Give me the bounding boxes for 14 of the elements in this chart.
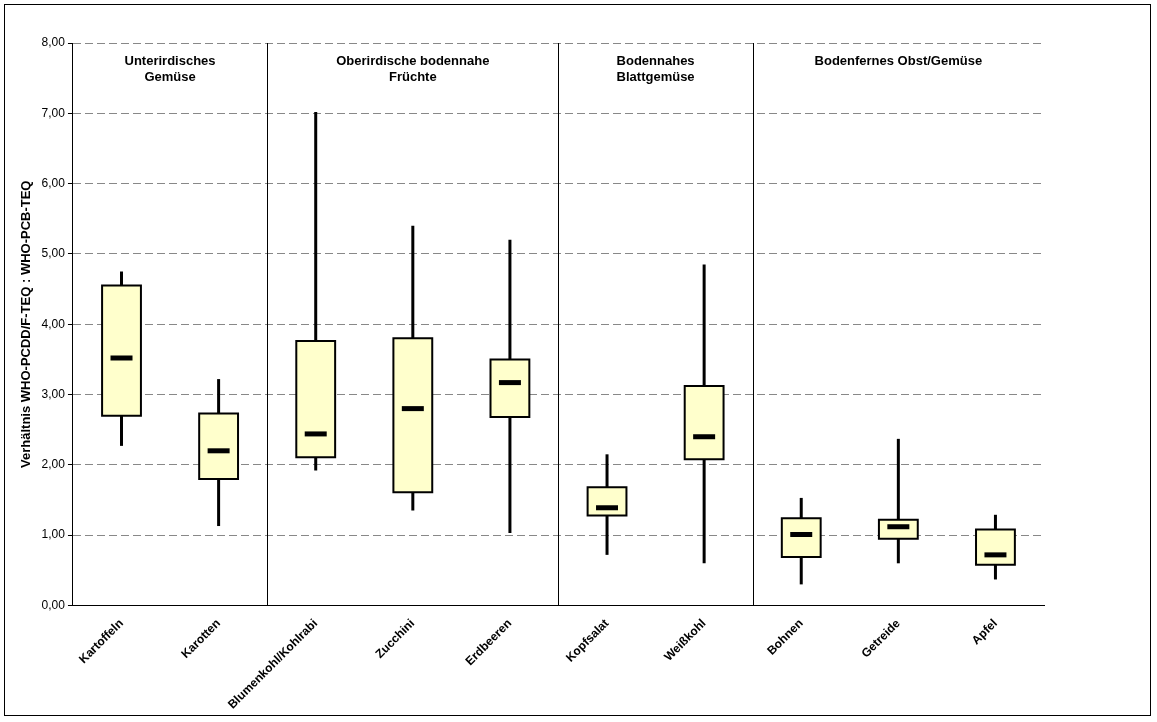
y-tick-label: 7,00 [41,105,66,120]
y-tick-label: 5,00 [41,246,66,261]
annotation: Bodenfernes Obst/Gemüse [814,53,983,69]
y-tick-label: 0,00 [41,597,66,612]
annotation: Bodennahes Blattgemüse [616,53,695,85]
y-tick-label: 2,00 [41,457,66,472]
annotation: Oberirdische bodennahe Früchte [336,53,490,85]
annotation: Unterirdisches Gemüse [124,53,216,85]
y-tick-label: 8,00 [41,35,66,50]
y-tick-label: 4,00 [41,316,66,331]
y-tick-label: 1,00 [41,527,66,542]
y-tick-label: 6,00 [41,175,66,190]
y-axis-title: Verhältnis WHO-PCDD/F-TEQ : WHO-PCB-TEQ [18,180,34,468]
y-tick-label: 3,00 [41,386,66,401]
